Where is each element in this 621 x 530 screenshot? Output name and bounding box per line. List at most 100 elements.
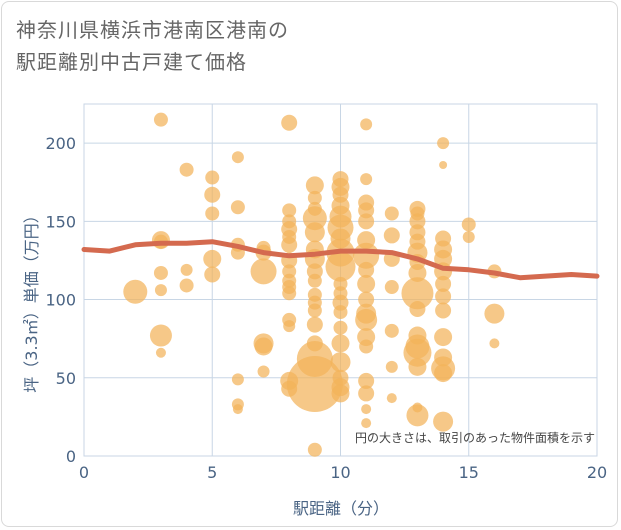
bubble-point (489, 338, 500, 349)
bubble-point (307, 190, 322, 205)
x-tick-label: 20 (587, 463, 607, 482)
bubble-point (205, 206, 220, 221)
bubble-point (282, 203, 297, 218)
bubble-point (282, 286, 297, 301)
bubble-point (281, 236, 298, 253)
bubble-point (325, 251, 356, 282)
bubble-point (434, 328, 453, 347)
bubble-point (302, 206, 327, 231)
bubble-point (304, 222, 325, 243)
bubble-point (254, 337, 273, 356)
bubble-point (434, 364, 453, 383)
bubble-point (123, 279, 148, 304)
chart-title-line-2: 駅距離別中古戸建て価格 (16, 50, 247, 74)
bubble-point (155, 347, 166, 358)
bubble-point (358, 385, 375, 402)
bubble-point (360, 173, 373, 186)
bubble-point (406, 404, 429, 427)
bubble-point (358, 291, 375, 308)
bubble-point (231, 151, 244, 164)
bubble-point (385, 360, 398, 373)
bubble-point (305, 176, 324, 195)
bubble-point (437, 137, 450, 150)
bubble-point (180, 263, 193, 276)
bubble-point (250, 258, 277, 285)
y-tick-label: 150 (45, 212, 76, 231)
bubble-point (204, 186, 221, 203)
y-tick-label: 200 (45, 134, 76, 153)
bubble-point (331, 384, 350, 403)
y-tick-label: 50 (56, 369, 76, 388)
bubble-point (408, 263, 427, 282)
bubble-point (384, 280, 399, 295)
bubble-point (401, 277, 434, 310)
chart-title: 神奈川県横浜市港南区港南の 駅距離別中古戸建て価格 (16, 14, 289, 78)
bubble-point (358, 261, 375, 278)
bubble-point (358, 213, 375, 230)
y-tick-label: 0 (66, 447, 76, 466)
bubble-point (230, 200, 245, 215)
bubble-point (360, 118, 373, 131)
bubble-point (357, 274, 376, 293)
trend-line (81, 239, 600, 281)
bubble-point (281, 114, 298, 131)
bubble-point (203, 249, 222, 268)
bubble-point (179, 278, 194, 293)
bubble-point (307, 303, 322, 318)
bubble-point (358, 372, 375, 389)
bubble-point (205, 170, 220, 185)
bubble-point (359, 339, 374, 354)
bubble-point (153, 112, 168, 127)
bubble-point (307, 273, 322, 288)
bubble-point (384, 323, 399, 338)
bubble-point (461, 217, 476, 232)
bubble-point (358, 202, 375, 219)
bubble-point (307, 442, 322, 457)
bubble-point (384, 206, 399, 221)
bubble-point (306, 316, 323, 333)
x-tick-label: 0 (79, 463, 89, 482)
bubble-point (383, 227, 400, 244)
bubble-point (355, 308, 378, 331)
bubble-point (257, 365, 270, 378)
bubble-point (434, 249, 453, 268)
x-tick-label: 15 (459, 463, 479, 482)
bubble-series (123, 112, 505, 457)
bubble-point (409, 213, 426, 230)
bubble-point (179, 162, 194, 177)
bubble-point (204, 266, 221, 283)
bubble-point (283, 320, 296, 333)
bubble-point (333, 305, 348, 320)
bubble-point (439, 161, 448, 170)
bubble-point (331, 334, 350, 353)
bubble-point (484, 303, 505, 324)
chart-title-line-1: 神奈川県横浜市港南区港南の (16, 18, 289, 42)
bubble-point (361, 404, 372, 415)
bubble-point (462, 230, 475, 243)
bubble-point (153, 265, 168, 280)
bubble-point (433, 411, 454, 432)
bubble-point (361, 418, 372, 429)
bubble-point (149, 324, 172, 347)
x-tick-label: 5 (207, 463, 217, 482)
bubble-point (330, 352, 351, 373)
bubble-point (231, 373, 244, 386)
x-tick-label: 10 (330, 463, 350, 482)
bubble-point (409, 300, 426, 317)
bubble-point (408, 357, 427, 376)
bubble-point (435, 302, 452, 319)
bubble-point (435, 288, 452, 305)
bubble-point (386, 393, 397, 404)
bubble-point (435, 275, 452, 292)
bubble-point (333, 320, 348, 335)
x-axis-label: 駅距離（分） (293, 499, 389, 518)
bubble-point (286, 356, 343, 413)
bubble-point (154, 284, 167, 297)
y-tick-label: 100 (45, 291, 76, 310)
bubble-point (232, 404, 243, 415)
chart-annotation: 円の大きさは、取引のあった物件面積を示す (355, 430, 595, 445)
bubble-point (403, 338, 432, 367)
y-axis-label: 坪（3.3㎡）単価（万円） (22, 207, 41, 392)
